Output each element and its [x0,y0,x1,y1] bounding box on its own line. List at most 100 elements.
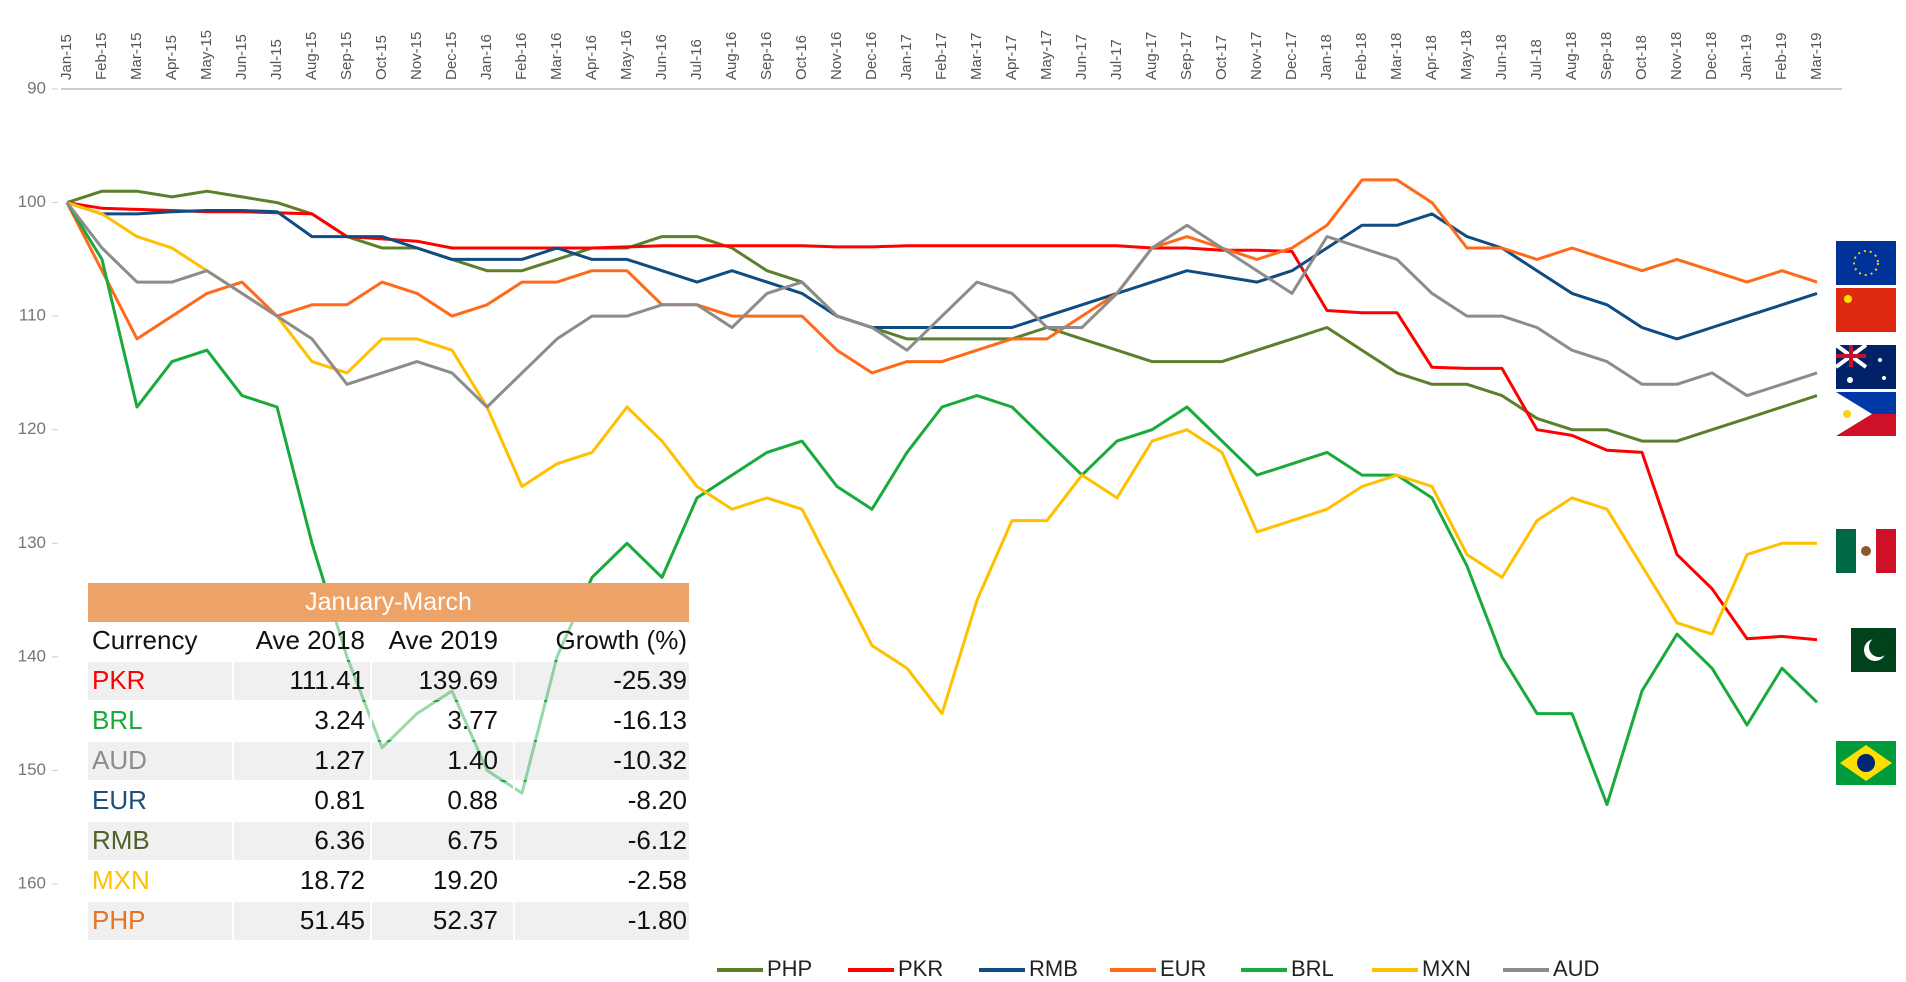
flag-mx [1836,529,1896,573]
flag-ph [1836,392,1896,436]
series-line [65,178,1818,375]
y-tick-label: 150 [18,760,46,779]
x-tick-label: Jun-17 [1073,34,1090,80]
x-tick-label: Oct-18 [1633,35,1650,80]
x-tick-label: Aug-17 [1143,32,1160,80]
legend-label: EUR [1160,956,1206,981]
x-tick-label: Feb-16 [513,32,530,80]
table-cell: 139.69 [418,665,498,695]
x-tick-label: Jun-16 [653,34,670,80]
x-tick-label: Nov-17 [1248,32,1265,80]
table-cell: -25.39 [613,665,687,695]
x-tick-label: Dec-18 [1703,32,1720,80]
table-row-bg [88,782,689,820]
series-line [66,201,1818,642]
x-tick-label: May-16 [618,30,635,80]
series-line [66,201,1817,716]
x-tick-label: Sep-17 [1178,32,1195,80]
x-tick-label: Aug-15 [303,32,320,80]
table-cell: 0.88 [447,785,498,815]
y-tick-label: 120 [18,419,46,438]
series-line [65,201,1818,409]
x-tick-label: Nov-16 [828,32,845,80]
table-title-bg [88,583,689,622]
x-tick-label: May-15 [198,30,215,80]
table-cell: Ave 2019 [389,625,498,655]
x-tick-label: Sep-16 [758,32,775,80]
x-tick-label: Nov-15 [408,32,425,80]
table-cell: 18.72 [300,865,365,895]
legend-label: BRL [1291,956,1334,981]
table-cell: 6.36 [314,825,365,855]
y-tick-label: 130 [18,533,46,552]
x-tick-label: Oct-16 [793,35,810,80]
table-cell: Currency [92,625,197,655]
table-row-bg [88,902,689,940]
x-tick-label: Mar-18 [1388,32,1405,80]
x-tick-label: Apr-15 [163,35,180,80]
x-tick-label: Apr-17 [1003,35,1020,80]
x-tick-label: Mar-15 [128,32,145,80]
legend-label: AUD [1553,956,1599,981]
table-cell: PKR [92,665,145,695]
table-cell: 0.81 [314,785,365,815]
x-tick-label: Mar-17 [968,32,985,80]
x-tick-label: Jul-17 [1108,39,1125,80]
x-tick-label: Jan-16 [478,34,495,80]
x-tick-label: Jun-18 [1493,34,1510,80]
table-row-bg [88,662,689,700]
table-row-bg [88,862,689,900]
table-cell: BRL [92,705,143,735]
x-tick-label: Jan-17 [898,34,915,80]
flag-pk [1836,628,1896,672]
legend-label: MXN [1422,956,1471,981]
x-tick-label: Jun-15 [233,34,250,80]
table-cell: Growth (%) [556,625,687,655]
legend-label: RMB [1029,956,1078,981]
x-tick-label: Feb-18 [1353,32,1370,80]
flags [1834,241,1896,785]
table-cell: -10.32 [613,745,687,775]
table-row-bg [88,702,689,740]
table-cell: EUR [92,785,147,815]
x-tick-label: Oct-15 [373,35,390,80]
x-tick-label: Aug-16 [723,32,740,80]
table-cell: 1.40 [447,745,498,775]
legend-label: PHP [767,956,812,981]
x-tick-label: Jul-18 [1528,39,1545,80]
x-tick-label: Apr-16 [583,35,600,80]
table-cell: 51.45 [300,905,365,935]
table-row-bg [88,742,689,780]
table-title: January-March [305,588,472,616]
flag-eu [1836,241,1896,285]
table-cell: MXN [92,865,150,895]
series-line [66,201,1818,341]
x-tick-label: Feb-19 [1773,32,1790,80]
x-tick-label: Dec-15 [443,32,460,80]
x-tick-label: Jan-18 [1318,34,1335,80]
x-tick-label: May-18 [1458,30,1475,80]
x-tick-label: Mar-16 [548,32,565,80]
y-tick-label: 140 [18,646,46,665]
x-tick-label: Dec-16 [863,32,880,80]
table-cell: -16.13 [613,705,687,735]
x-tick-label: Jul-16 [688,39,705,80]
flag-br [1836,741,1896,785]
table-cell: 52.37 [433,905,498,935]
flag-au [1834,343,1896,389]
table-cell: Ave 2018 [256,625,365,655]
x-tick-label: Feb-17 [933,32,950,80]
flag-cn [1836,288,1896,332]
x-tick-label: Jan-15 [58,34,75,80]
y-tick-label: 160 [18,873,46,892]
x-tick-label: Jul-15 [268,39,285,80]
table-cell: -6.12 [628,825,687,855]
table-cell: -2.58 [628,865,687,895]
x-tick-label: Sep-15 [338,32,355,80]
x-tick-label: Apr-18 [1423,35,1440,80]
x-tick-label: Nov-18 [1668,32,1685,80]
table-cell: 3.24 [314,705,365,735]
legend-label: PKR [898,956,943,981]
x-tick-label: Jan-19 [1738,34,1755,80]
